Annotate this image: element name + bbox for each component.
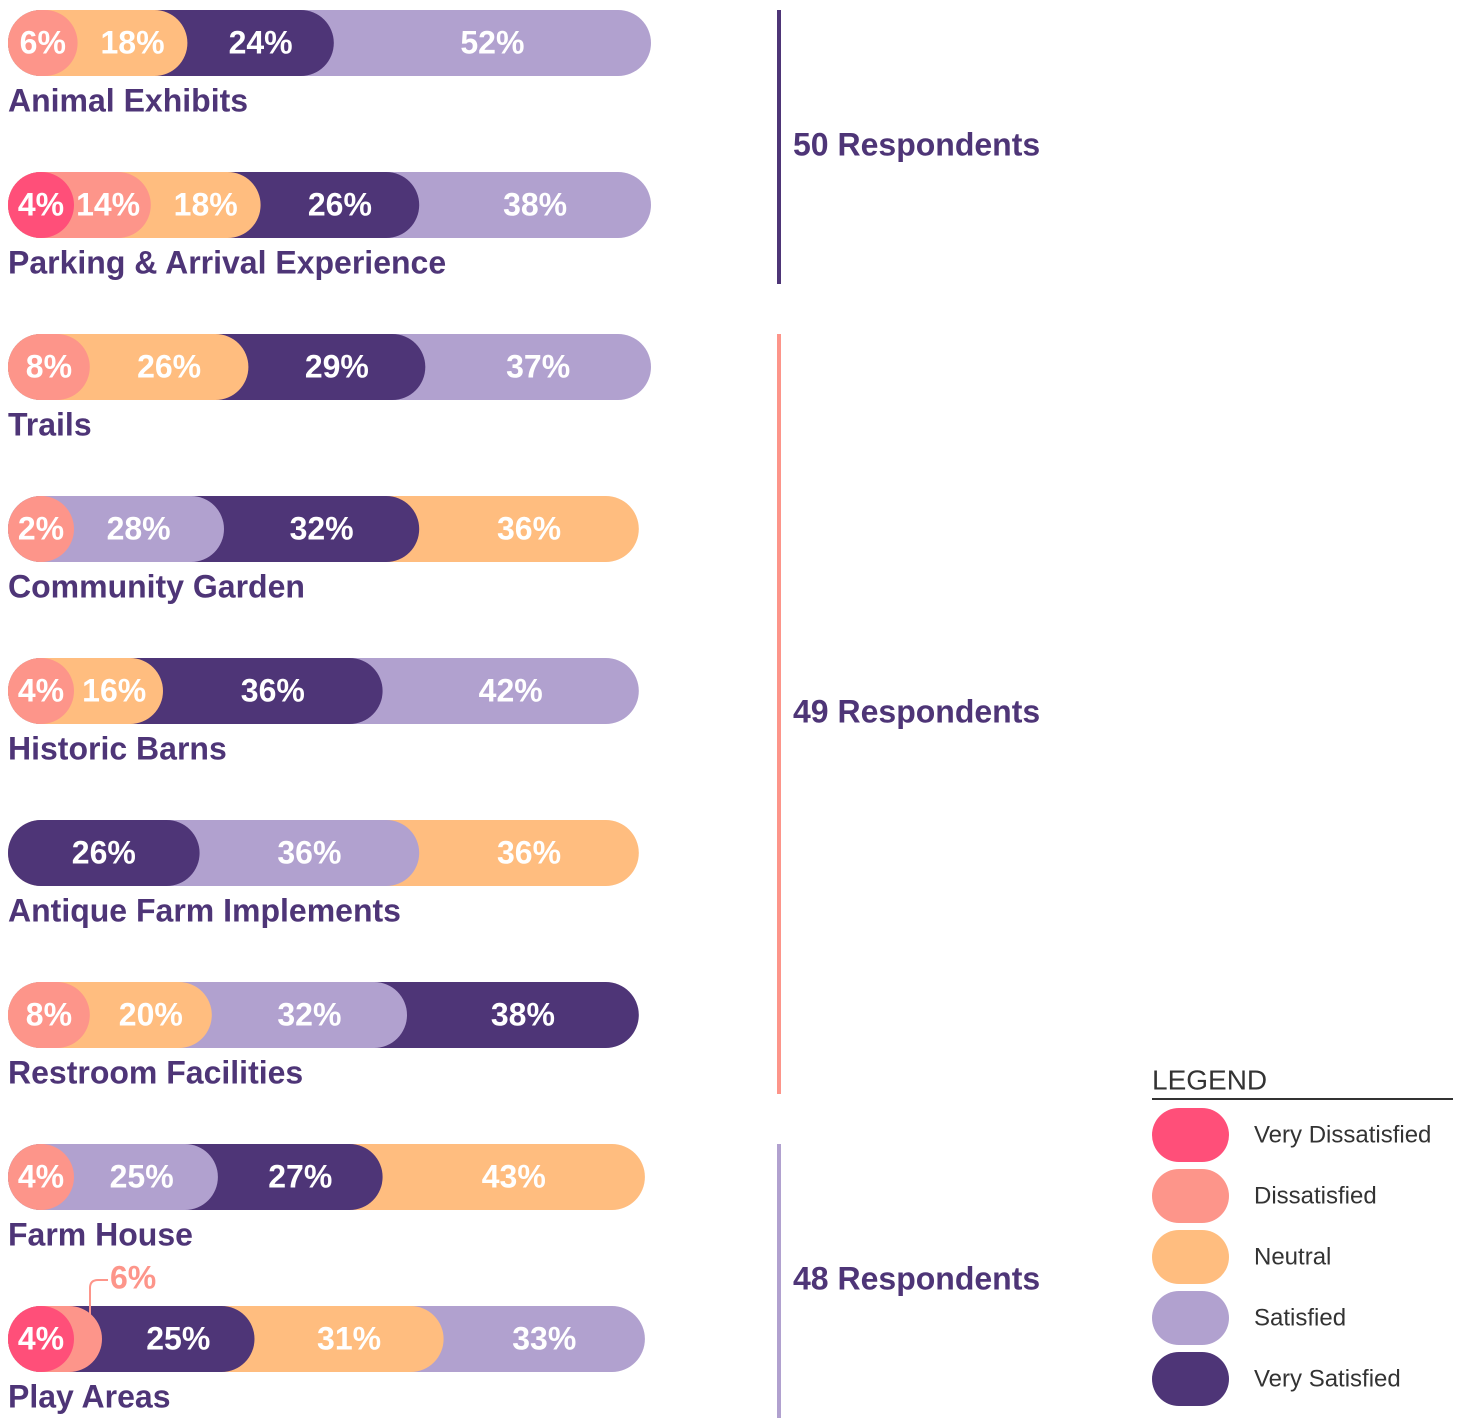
respondents-label: 48 Respondents [793,1260,1040,1296]
segment-label: 2% [18,510,64,546]
segment-label: 38% [491,996,555,1032]
item-name: Play Areas [8,1378,170,1414]
segment-label: 25% [110,1158,174,1194]
segment-label: 29% [305,348,369,384]
segment-label: 8% [26,348,72,384]
legend-label: Very Satisfied [1254,1365,1401,1392]
segment-label: 26% [72,834,136,870]
bar-segment [8,334,90,400]
segment-label: 16% [82,672,146,708]
segment-label: 37% [506,348,570,384]
legend-swatch [1152,1230,1229,1284]
segment-label: 25% [146,1320,210,1356]
segment-label: 33% [512,1320,576,1356]
bar-segment [8,982,90,1048]
item-name: Community Garden [8,568,305,604]
respondents-label: 50 Respondents [793,126,1040,162]
item-name: Antique Farm Implements [8,892,401,928]
respondents-label: 49 Respondents [793,693,1040,729]
legend-swatch [1152,1169,1229,1223]
segment-label: 8% [26,996,72,1032]
segment-label: 52% [460,24,524,60]
segment-label: 14% [76,186,140,222]
item-name: Farm House [8,1216,193,1252]
segment-label: 4% [18,186,64,222]
legend-swatch [1152,1291,1229,1345]
legend-label: Satisfied [1254,1304,1346,1331]
item-name: Restroom Facilities [8,1054,303,1090]
callout-line [89,1279,108,1326]
segment-label: 27% [268,1158,332,1194]
bar-segment [8,496,74,562]
bar-segment [8,172,74,238]
legend-label: Dissatisfied [1254,1182,1377,1209]
segment-label: 18% [174,186,238,222]
segment-label: 26% [137,348,201,384]
segment-label: 26% [308,186,372,222]
bar-segment [8,658,74,724]
legend-label: Very Dissatisfied [1254,1121,1431,1148]
segment-label: 42% [479,672,543,708]
item-name: Trails [8,406,92,442]
segment-label: 4% [18,672,64,708]
segment-label: 6% [110,1259,156,1295]
bar-segment [8,820,200,886]
segment-label: 28% [107,510,171,546]
segment-label: 36% [497,510,561,546]
legend-label: Neutral [1254,1243,1331,1270]
item-name: Animal Exhibits [8,82,248,118]
legend-title: LEGEND [1152,1064,1267,1095]
item-name: Historic Barns [8,730,227,766]
segment-label: 6% [20,24,66,60]
segment-label: 18% [100,24,164,60]
segment-label: 31% [317,1320,381,1356]
segment-label: 43% [482,1158,546,1194]
bar-segment [8,1306,74,1372]
segment-label: 20% [119,996,183,1032]
segment-label: 24% [229,24,293,60]
segment-label: 36% [497,834,561,870]
segment-label: 32% [290,510,354,546]
segment-label: 36% [277,834,341,870]
segment-label: 4% [18,1320,64,1356]
segment-label: 36% [241,672,305,708]
item-name: Parking & Arrival Experience [8,244,446,280]
bar-segment [8,1144,74,1210]
segment-label: 32% [277,996,341,1032]
legend-swatch [1152,1352,1229,1406]
bar-segment [8,10,78,76]
segment-label: 4% [18,1158,64,1194]
segment-label: 38% [503,186,567,222]
legend-swatch [1152,1108,1229,1162]
